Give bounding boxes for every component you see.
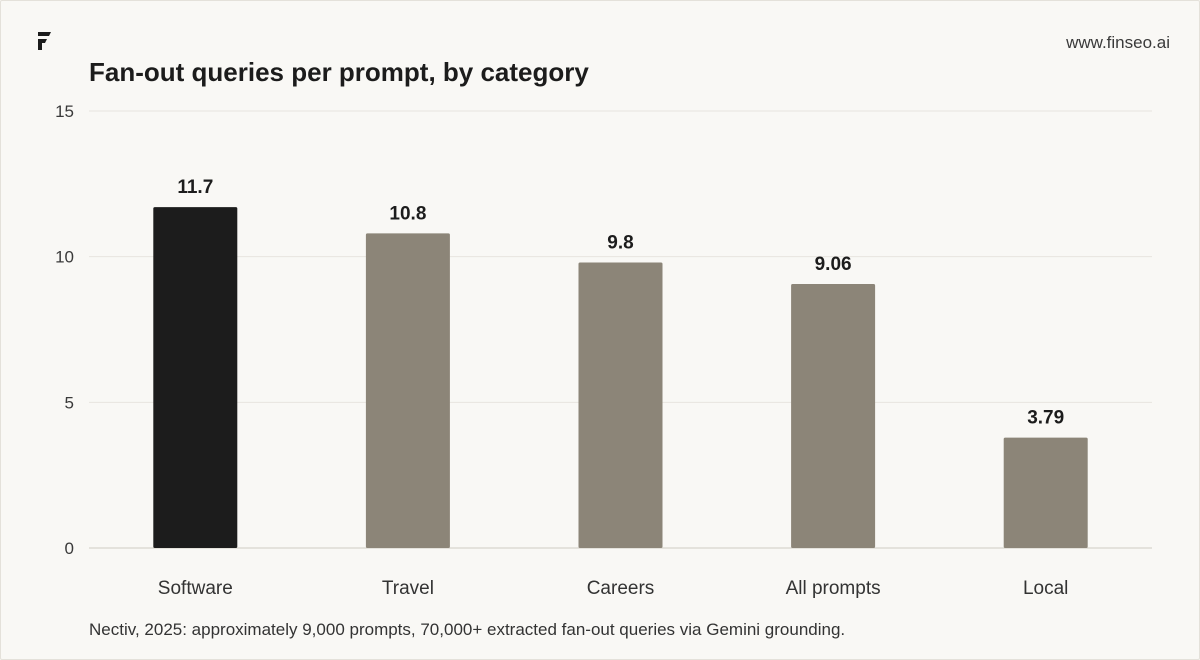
x-axis-ticks: Software Travel Careers All prompts Local xyxy=(158,578,1069,599)
bars xyxy=(153,207,1088,549)
bar-software xyxy=(153,207,238,548)
y-tick-label: 10 xyxy=(55,248,74,267)
data-label: 11.7 xyxy=(177,177,213,198)
data-label: 10.8 xyxy=(389,203,426,224)
data-labels: 11.7 10.8 9.8 9.06 3.79 xyxy=(177,177,1064,428)
y-axis-ticks: 0 5 10 15 xyxy=(55,102,74,558)
x-tick-label: All prompts xyxy=(786,578,881,599)
x-tick-label: Software xyxy=(158,578,233,599)
data-label: 9.06 xyxy=(815,254,852,275)
x-tick-label: Travel xyxy=(382,578,434,599)
chart-title: Fan-out queries per prompt, by category xyxy=(89,57,589,87)
data-label: 3.79 xyxy=(1027,408,1064,429)
bar-travel xyxy=(365,233,450,549)
bar-local xyxy=(1003,437,1088,548)
x-tick-label: Local xyxy=(1023,578,1068,599)
bar-all-prompts xyxy=(791,284,876,548)
data-label: 9.8 xyxy=(607,232,633,253)
y-tick-label: 0 xyxy=(65,539,74,558)
bar-careers xyxy=(578,262,663,548)
y-tick-label: 5 xyxy=(65,393,74,412)
source-footnote: Nectiv, 2025: approximately 9,000 prompt… xyxy=(89,620,846,639)
x-tick-label: Careers xyxy=(587,578,655,599)
finseo-f-logo-icon xyxy=(38,32,51,50)
site-url: www.finseo.ai xyxy=(1066,33,1170,52)
y-tick-label: 15 xyxy=(55,102,74,121)
